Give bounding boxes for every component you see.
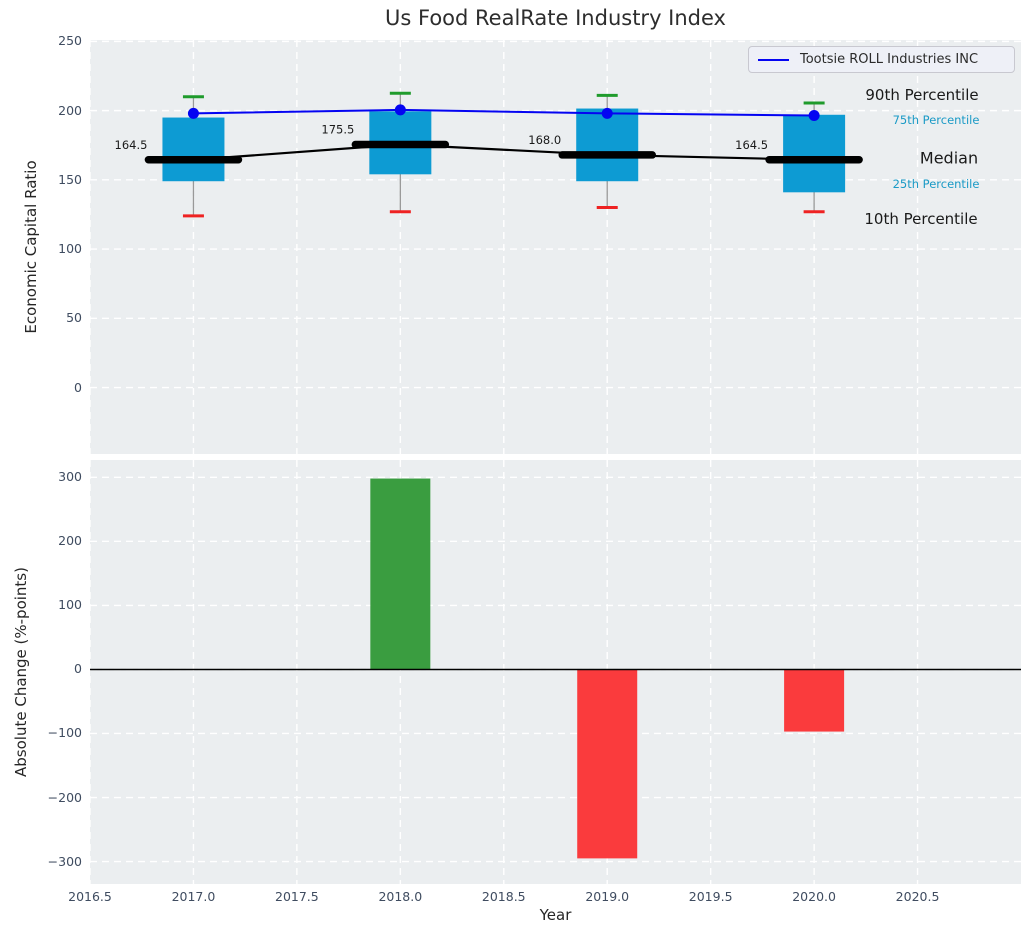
- company-marker: [188, 108, 199, 119]
- tick-label: 0: [74, 380, 82, 396]
- tick-label: 200: [58, 103, 82, 119]
- iqr-box: [576, 109, 638, 182]
- tick-label: 2017.0: [172, 889, 216, 905]
- tick-label: −200: [48, 790, 82, 806]
- tick-label: −300: [48, 854, 82, 870]
- tick-label: 2020.5: [896, 889, 940, 905]
- tick-label: 2018.5: [482, 889, 526, 905]
- tick-label: 300: [58, 469, 82, 485]
- company-marker: [809, 110, 820, 121]
- change-bar: [370, 479, 430, 670]
- tick-label: 2019.5: [689, 889, 733, 905]
- median-value-label: 168.0: [528, 133, 561, 147]
- x-axis-label: Year: [90, 906, 1021, 924]
- top-y-axis-label: Economic Capital Ratio: [22, 160, 40, 333]
- company-marker: [395, 104, 406, 115]
- annotation-75th-percentile: 75th Percentile: [893, 113, 980, 127]
- annotation-90th-percentile: 90th Percentile: [865, 86, 978, 104]
- annotation-median: Median: [920, 149, 978, 168]
- iqr-box: [162, 118, 224, 182]
- median-value-label: 164.5: [735, 138, 768, 152]
- chart-title: Us Food RealRate Industry Index: [90, 6, 1021, 30]
- company-marker: [602, 108, 613, 119]
- tick-label: 2020.0: [792, 889, 836, 905]
- bottom-y-axis-label: Absolute Change (%-points): [12, 567, 30, 777]
- tick-label: 2019.0: [585, 889, 629, 905]
- median-value-label: 164.5: [115, 138, 148, 152]
- annotation-10th-percentile: 10th Percentile: [864, 210, 977, 228]
- legend-line-sample: [758, 59, 789, 61]
- tick-label: 200: [58, 533, 82, 549]
- tick-label: 250: [58, 33, 82, 49]
- tick-label: 150: [58, 172, 82, 188]
- annotation-25th-percentile: 25th Percentile: [893, 177, 980, 191]
- tick-label: 50: [66, 310, 82, 326]
- tick-label: 2016.5: [68, 889, 112, 905]
- legend: Tootsie ROLL Industries INC: [748, 46, 1015, 73]
- change-bar: [577, 669, 637, 858]
- bar-chart: [90, 460, 1021, 884]
- bottom-axes: [90, 460, 1021, 884]
- tick-label: 100: [58, 241, 82, 257]
- change-bar: [784, 669, 844, 731]
- legend-label: Tootsie ROLL Industries INC: [800, 52, 978, 67]
- tick-label: 100: [58, 597, 82, 613]
- tick-label: 2017.5: [275, 889, 319, 905]
- tick-label: −100: [48, 725, 82, 741]
- iqr-box: [783, 115, 845, 193]
- median-value-label: 175.5: [321, 123, 354, 137]
- tick-label: 0: [74, 661, 82, 677]
- tick-label: 2018.0: [378, 889, 422, 905]
